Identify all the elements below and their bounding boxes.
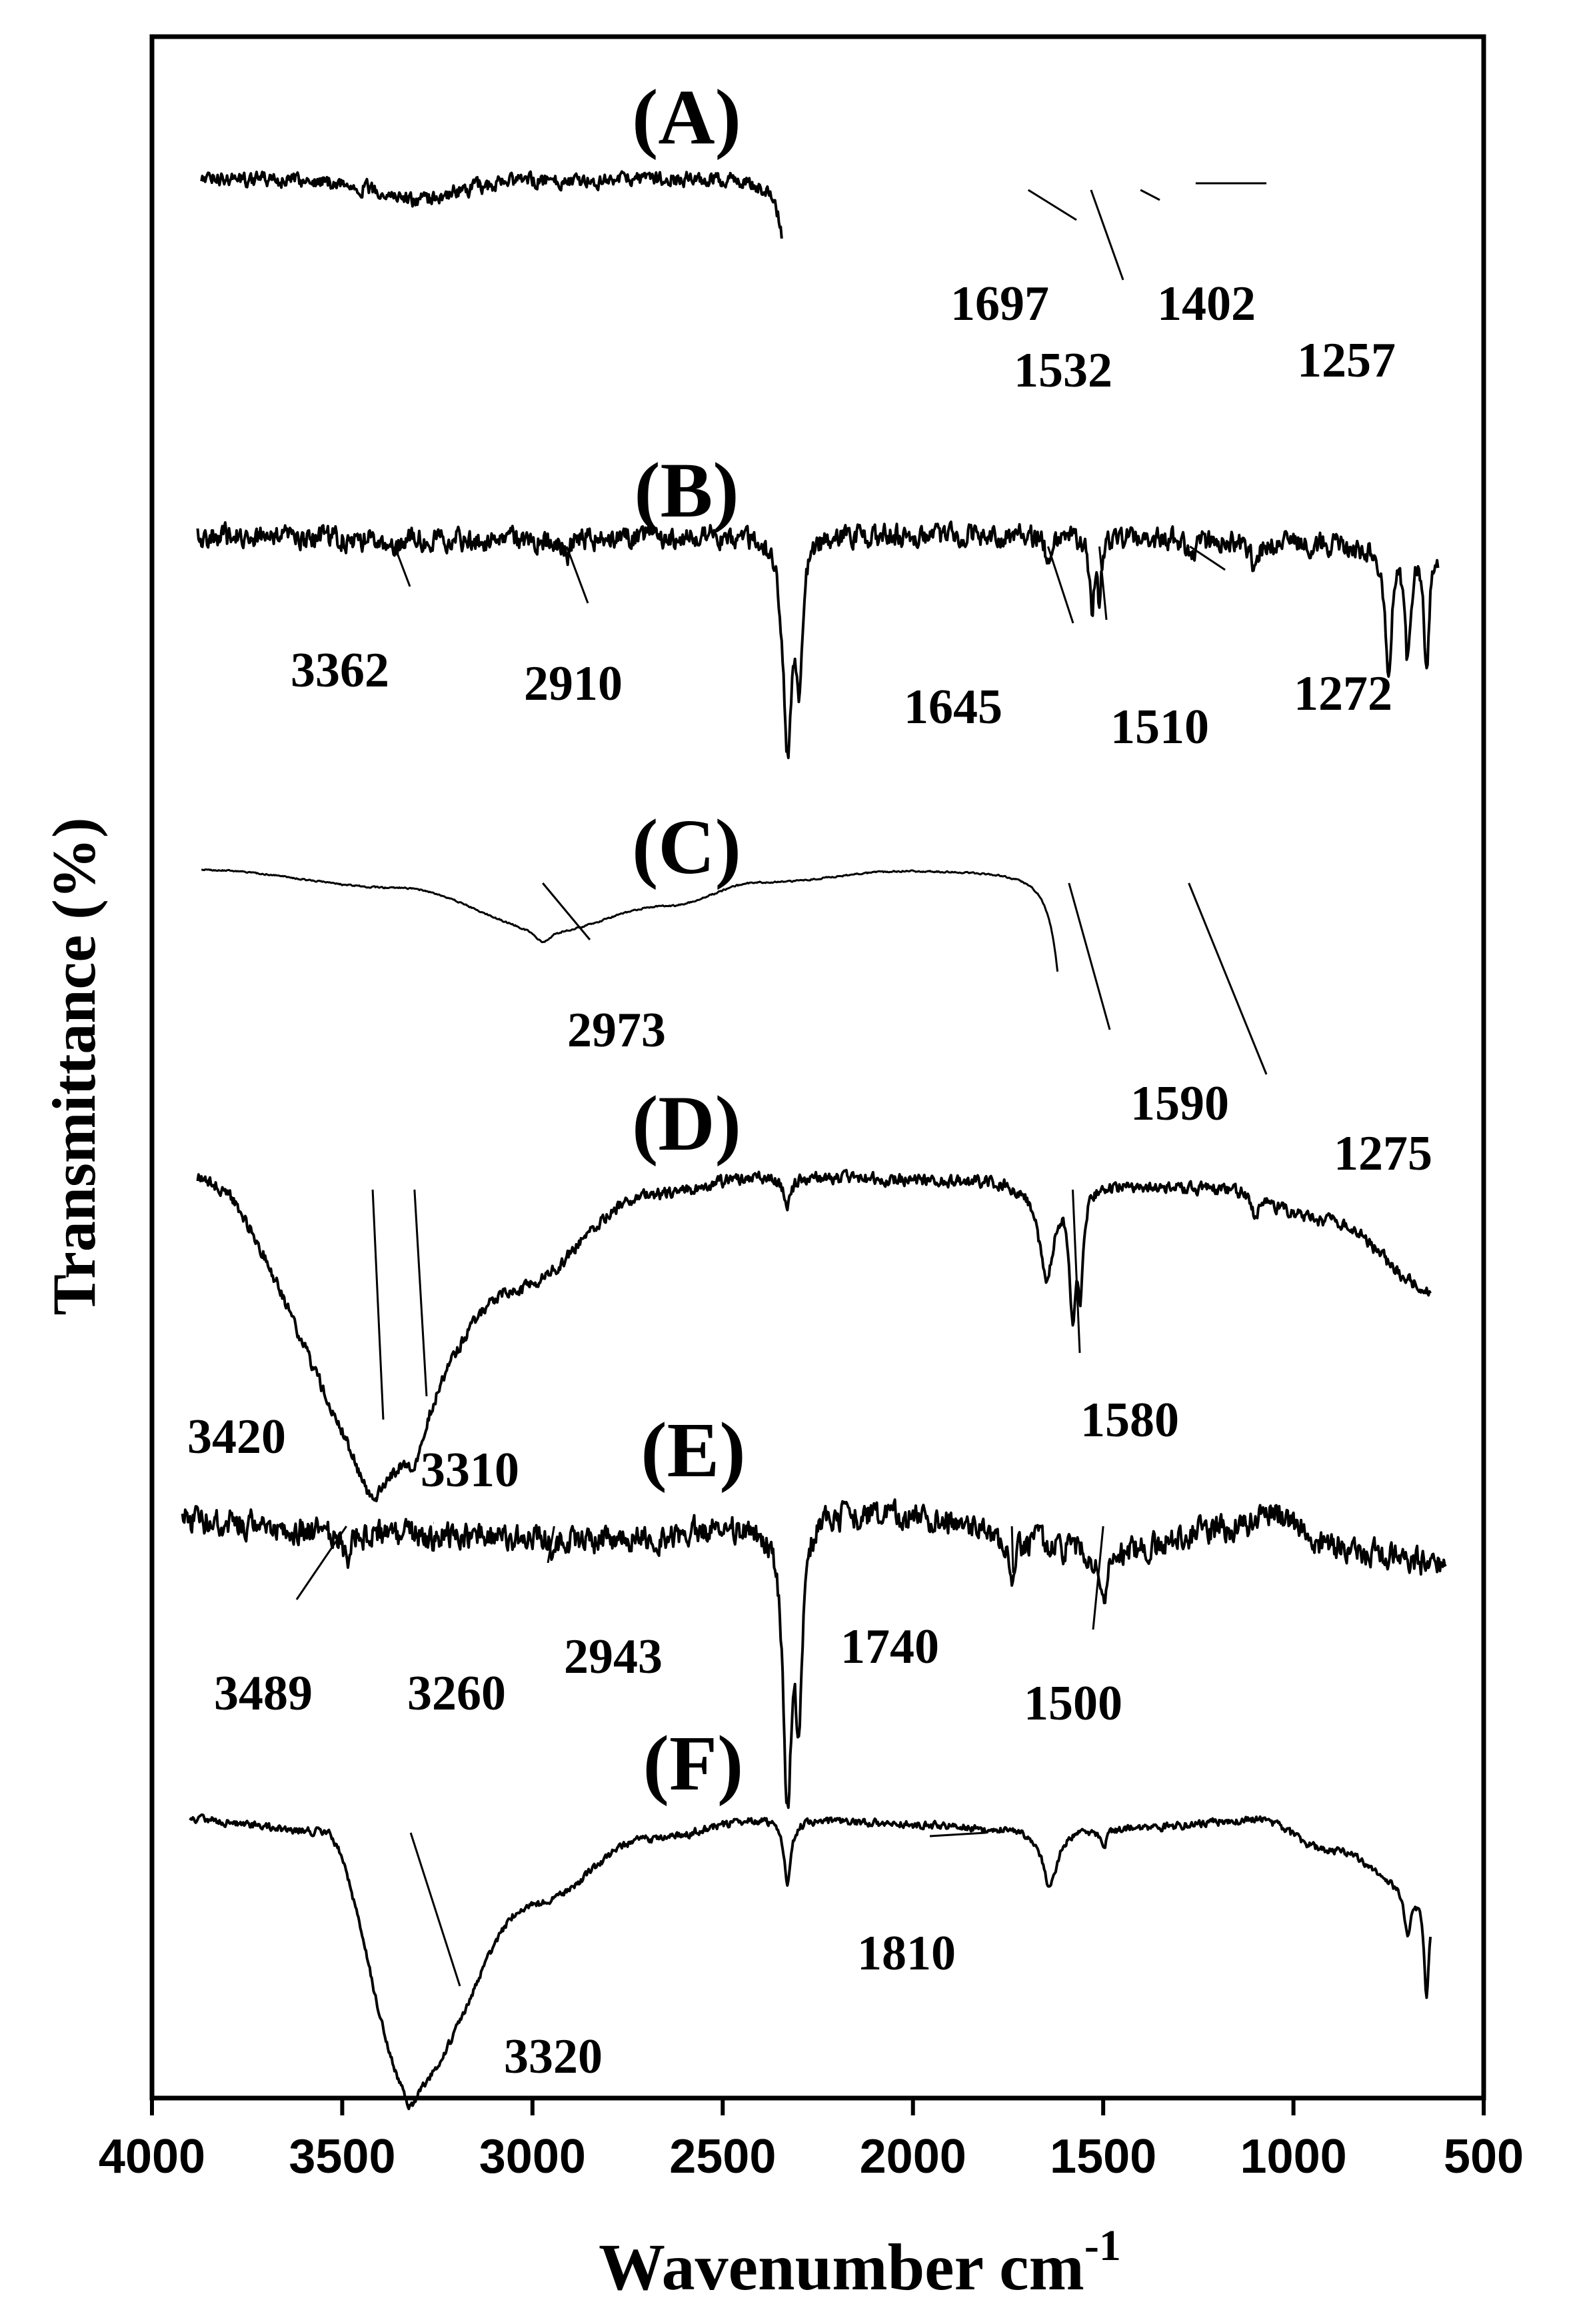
peak-annotation-label: 1275 [1334,1126,1432,1181]
peak-annotation-label: 3260 [407,1666,506,1721]
peak-annotation-label: 1697 [950,277,1049,331]
panel-label: (D) [632,1080,741,1167]
annotation-leader-line [542,882,591,940]
peak-annotation-label: 3489 [214,1666,313,1721]
peak-annotation-label: 1402 [1157,277,1256,331]
peak-annotation-label: 3362 [291,643,389,698]
annotation-leader-line [371,1189,385,1420]
annotation-leader-line [295,1526,347,1600]
annotation-leader-line [565,546,589,604]
plot-frame [149,34,1486,2101]
peak-annotation-label: 1740 [840,1620,939,1674]
panel-label: (C) [632,803,741,890]
x-tick-label: 3500 [289,2130,395,2183]
x-axis-label-main: Wavenumber cm [599,2230,1084,2304]
annotation-leader-line [1098,546,1108,620]
peak-annotation-label: 1510 [1110,700,1209,754]
peak-annotation-label: 1272 [1294,666,1392,721]
x-tick-label: 3000 [479,2130,586,2183]
peak-annotation-label: 1590 [1130,1076,1229,1131]
annotation-leader-line [393,546,411,587]
peak-annotation-label: 1580 [1080,1393,1179,1448]
x-tick-label: 500 [1444,2130,1524,2183]
annotation-leader-line [413,1189,428,1397]
x-tick-label: 2500 [669,2130,776,2183]
x-tick-label: 1500 [1050,2130,1156,2183]
spectra-group: (A) 1697 1532 1402 1257 (B) 3362 2910 1645 1510 12… [181,73,1447,2111]
peak-annotation-label: 2943 [564,1630,663,1684]
panel-label: (F) [643,1720,744,1807]
peak-annotation-label: 2910 [524,656,623,711]
annotation-leader-line [1189,545,1226,571]
annotation-leader-line [1068,882,1111,1030]
annotation-leader-line [1188,882,1268,1075]
y-axis-label: Transmittance (%) [40,818,108,1316]
peak-annotation-label: 1500 [1024,1676,1122,1731]
spectrum-line-d [196,1168,1432,1502]
annotation-leader-line [1092,1526,1104,1630]
panel-label: (A) [632,73,741,161]
peak-annotation-label: 1645 [904,680,1002,734]
x-tick-label: 2000 [860,2130,966,2183]
spectrum-line-a [200,170,783,239]
spectrum-line-e [181,1498,1447,1809]
annotation-leader-line [1046,546,1074,624]
peak-annotation-label: 3320 [504,2029,603,2084]
x-axis-label-superscript: -1 [1084,2221,1121,2270]
panel-label: (E) [641,1406,745,1494]
annotation-leader-line [929,1831,986,1837]
annotation-leader-line [1071,1189,1081,1354]
spectrum-line-f [189,1813,1432,2111]
annotation-leader-line [409,1832,461,1987]
x-axis-ticks: 4000 3500 3000 2500 2000 1500 1000 500 [99,2098,1524,2183]
spectrum-line-c [201,868,1059,972]
annotation-leader-line [1027,189,1077,221]
x-axis-label: Wavenumber cm-1 [599,2221,1121,2304]
x-tick-label: 1000 [1240,2130,1346,2183]
peak-annotation-label: 1257 [1297,333,1396,388]
spectrum-line-b [196,521,1440,760]
annotation-leader-line [1010,1526,1014,1574]
annotation-leader-line [547,1526,555,1564]
annotation-leader-line [1090,189,1124,281]
peak-annotation-label: 2973 [567,1003,666,1058]
annotation-leader-line [1140,189,1160,201]
x-tick-label: 4000 [99,2130,205,2183]
peak-annotation-label: 3420 [187,1410,286,1464]
peak-annotation-label: 1810 [857,1926,956,1981]
panel-label: (B) [634,447,739,534]
peak-annotation-label: 3310 [421,1443,519,1498]
peak-annotation-label: 1532 [1014,343,1112,398]
